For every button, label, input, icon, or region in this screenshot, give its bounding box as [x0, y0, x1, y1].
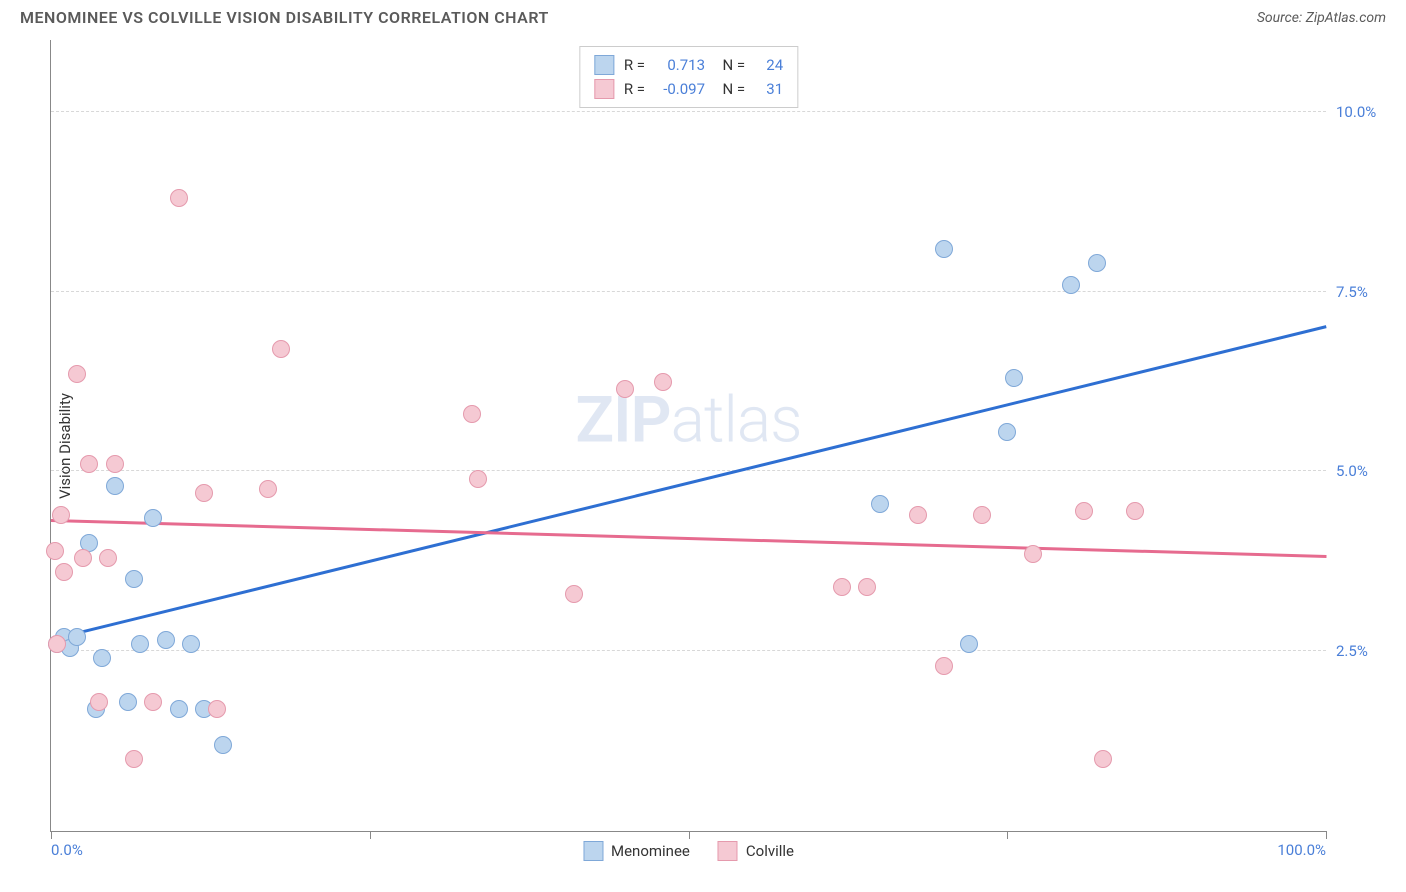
data-point: [1024, 545, 1042, 563]
data-point: [144, 693, 162, 711]
data-point: [157, 631, 175, 649]
trend-line: [51, 519, 1326, 557]
trend-line: [51, 325, 1327, 640]
x-tick: [51, 831, 52, 839]
gridline: [51, 111, 1326, 112]
data-point: [871, 495, 889, 513]
gridline: [51, 470, 1326, 471]
data-point: [909, 506, 927, 524]
data-point: [935, 657, 953, 675]
data-point: [52, 506, 70, 524]
data-point: [144, 509, 162, 527]
legend-row: R =-0.097 N =31: [594, 77, 783, 101]
data-point: [125, 750, 143, 768]
data-point: [106, 455, 124, 473]
data-point: [125, 570, 143, 588]
data-point: [106, 477, 124, 495]
data-point: [68, 365, 86, 383]
data-point: [469, 470, 487, 488]
data-point: [565, 585, 583, 603]
legend-item: Colville: [718, 841, 794, 861]
y-tick-label: 10.0%: [1336, 103, 1396, 121]
data-point: [48, 635, 66, 653]
data-point: [973, 506, 991, 524]
data-point: [1005, 369, 1023, 387]
data-point: [259, 480, 277, 498]
gridline: [51, 650, 1326, 651]
data-point: [463, 405, 481, 423]
data-point: [616, 380, 634, 398]
legend-swatch: [594, 55, 614, 75]
data-point: [654, 373, 672, 391]
y-tick-label: 5.0%: [1336, 462, 1396, 480]
data-point: [195, 484, 213, 502]
data-point: [46, 542, 64, 560]
data-point: [998, 423, 1016, 441]
data-point: [833, 578, 851, 596]
data-point: [93, 649, 111, 667]
x-tick: [1326, 831, 1327, 839]
y-tick-label: 7.5%: [1336, 283, 1396, 301]
legend-swatch: [583, 841, 603, 861]
data-point: [1062, 276, 1080, 294]
data-point: [170, 700, 188, 718]
data-point: [55, 563, 73, 581]
gridline: [51, 291, 1326, 292]
y-tick-label: 2.5%: [1336, 642, 1396, 660]
x-tick-label: 0.0%: [51, 841, 83, 859]
data-point: [1088, 254, 1106, 272]
data-point: [1094, 750, 1112, 768]
data-point: [960, 635, 978, 653]
data-point: [131, 635, 149, 653]
x-tick: [1007, 831, 1008, 839]
watermark: ZIPatlas: [575, 382, 801, 457]
chart-title: MENOMINEE VS COLVILLE VISION DISABILITY …: [20, 8, 549, 27]
legend-label: Colville: [746, 842, 794, 860]
series-legend: Menominee Colville: [583, 841, 794, 861]
data-point: [170, 189, 188, 207]
data-point: [858, 578, 876, 596]
source-attribution: Source: ZipAtlas.com: [1257, 10, 1386, 26]
correlation-legend: R =0.713 N =24R =-0.097 N =31: [579, 46, 798, 108]
data-point: [80, 455, 98, 473]
data-point: [90, 693, 108, 711]
legend-item: Menominee: [583, 841, 690, 861]
legend-label: Menominee: [611, 842, 690, 860]
data-point: [214, 736, 232, 754]
data-point: [99, 549, 117, 567]
legend-swatch: [718, 841, 738, 861]
data-point: [208, 700, 226, 718]
data-point: [1075, 502, 1093, 520]
data-point: [74, 549, 92, 567]
legend-row: R =0.713 N =24: [594, 53, 783, 77]
data-point: [182, 635, 200, 653]
x-tick: [689, 831, 690, 839]
legend-swatch: [594, 79, 614, 99]
data-point: [119, 693, 137, 711]
data-point: [272, 340, 290, 358]
x-tick-label: 100.0%: [1277, 841, 1326, 859]
data-point: [68, 628, 86, 646]
data-point: [1126, 502, 1144, 520]
x-tick: [370, 831, 371, 839]
scatter-chart: ZIPatlas 2.5%5.0%7.5%10.0%0.0%100.0%R =0…: [50, 40, 1326, 832]
data-point: [935, 240, 953, 258]
